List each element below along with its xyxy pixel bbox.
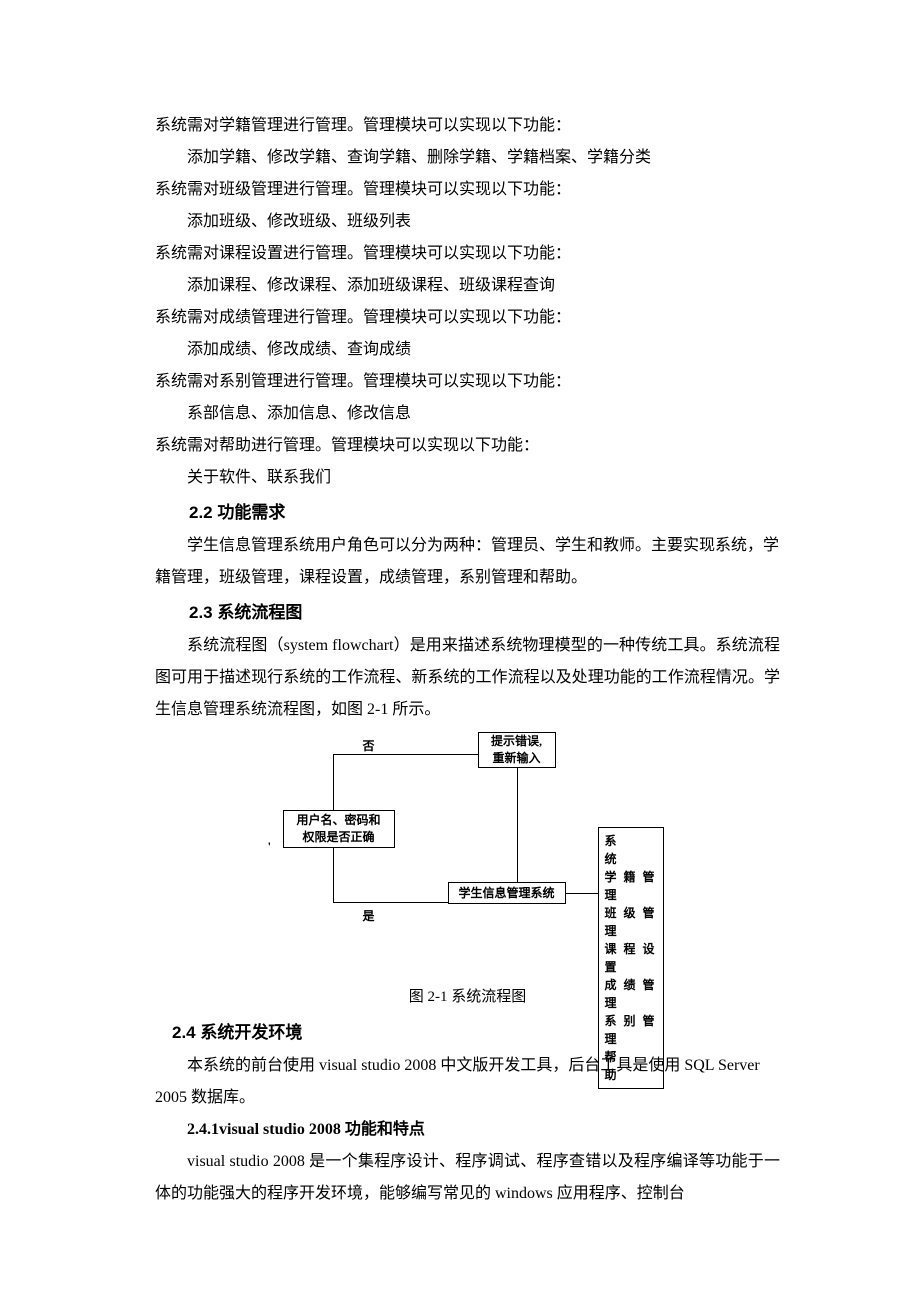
- menu-item: 帮 助: [605, 1048, 657, 1084]
- heading-2-2: 2.2 功能需求: [155, 496, 780, 530]
- paragraph-2-4: 本系统的前台使用 visual studio 2008 中文版开发工具，后台工具…: [155, 1050, 780, 1114]
- menu-item: 学籍管理: [605, 868, 657, 904]
- flow-box-system: 学生信息管理系统: [448, 882, 566, 904]
- menu-item: 班级管理: [605, 904, 657, 940]
- flowchart-container: 否 提示错误, 重新输入 用户名、密码和 权限是否正确 ' 是 学生信息管理系统…: [155, 732, 780, 972]
- figure-caption: 图 2-1 系统流程图: [155, 982, 780, 1012]
- body-line: 系统需对帮助进行管理。管理模块可以实现以下功能：: [155, 430, 780, 462]
- flow-line: [517, 768, 518, 883]
- flow-label-yes: 是: [363, 904, 375, 928]
- menu-item: 课程设置: [605, 940, 657, 976]
- heading-2-4: 2.4 系统开发环境: [155, 1016, 780, 1050]
- paragraph-2-2: 学生信息管理系统用户角色可以分为两种：管理员、学生和教师。主要实现系统，学籍管理…: [155, 530, 780, 594]
- flow-line: [333, 848, 334, 902]
- heading-2-4-1: 2.4.1visual studio 2008 功能和特点: [155, 1114, 780, 1146]
- heading-2-3: 2.3 系统流程图: [155, 596, 780, 630]
- body-line: 系统需对成绩管理进行管理。管理模块可以实现以下功能：: [155, 302, 780, 334]
- flow-box-auth: 用户名、密码和 权限是否正确: [283, 810, 395, 848]
- menu-item: 成绩管理: [605, 976, 657, 1012]
- body-line: 添加成绩、修改成绩、查询成绩: [155, 334, 780, 366]
- paragraph-2-3: 系统流程图（system flowchart）是用来描述系统物理模型的一种传统工…: [155, 630, 780, 726]
- menu-item: 系别管理: [605, 1012, 657, 1048]
- flow-line: [333, 754, 478, 755]
- body-line: 添加学籍、修改学籍、查询学籍、删除学籍、学籍档案、学籍分类: [155, 142, 780, 174]
- body-line: 系统需对班级管理进行管理。管理模块可以实现以下功能：: [155, 174, 780, 206]
- system-flowchart: 否 提示错误, 重新输入 用户名、密码和 权限是否正确 ' 是 学生信息管理系统…: [268, 732, 668, 972]
- flow-line: [333, 754, 334, 812]
- body-line: 系统需对系别管理进行管理。管理模块可以实现以下功能：: [155, 366, 780, 398]
- flow-box-error: 提示错误, 重新输入: [478, 732, 556, 768]
- body-line: 系部信息、添加信息、修改信息: [155, 398, 780, 430]
- menu-item: 系 统: [605, 832, 657, 868]
- flow-menu-list: 系 统 学籍管理 班级管理 课程设置 成绩管理 系别管理 帮 助: [598, 827, 664, 1089]
- body-line: 关于软件、联系我们: [155, 462, 780, 494]
- body-line: 添加班级、修改班级、班级列表: [155, 206, 780, 238]
- paragraph-2-4-1: visual studio 2008 是一个集程序设计、程序调试、程序查错以及程…: [155, 1146, 780, 1210]
- body-line: 添加课程、修改课程、添加班级课程、班级课程查询: [155, 270, 780, 302]
- flow-line: [566, 893, 598, 894]
- tick-mark: ': [268, 840, 272, 853]
- flow-line: [333, 902, 448, 903]
- body-line: 系统需对学籍管理进行管理。管理模块可以实现以下功能：: [155, 110, 780, 142]
- body-line: 系统需对课程设置进行管理。管理模块可以实现以下功能：: [155, 238, 780, 270]
